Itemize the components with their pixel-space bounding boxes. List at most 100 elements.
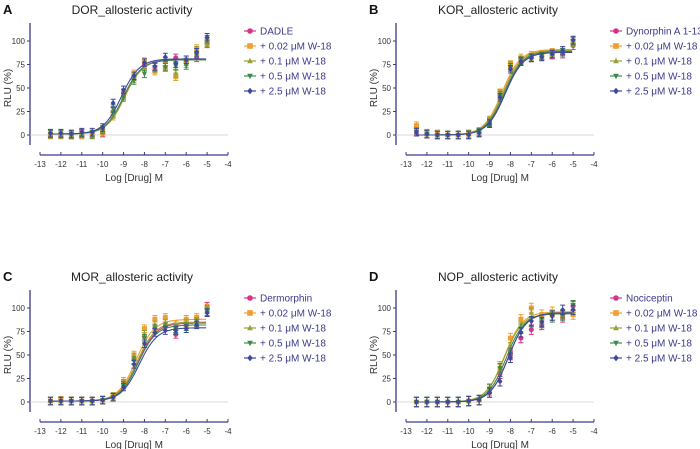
legend-marker-icon — [247, 28, 253, 34]
x-tick-label: -5 — [570, 427, 578, 436]
data-point — [173, 60, 179, 67]
fit-curve — [416, 311, 573, 403]
legend-marker-icon — [613, 310, 619, 316]
legend-label: Dermorphin — [260, 294, 312, 305]
data-point — [518, 58, 524, 65]
legend-marker-icon — [613, 28, 619, 34]
legend-item: + 0.1 μM W-18 — [244, 324, 326, 335]
legend-label: + 0.02 μM W-18 — [626, 42, 698, 53]
series-4 — [413, 35, 576, 140]
x-tick-label: -13 — [400, 160, 412, 169]
y-tick-label: 25 — [382, 375, 391, 384]
x-tick-label: -11 — [442, 427, 454, 436]
x-tick-label: -10 — [463, 427, 475, 436]
legend-marker-icon — [247, 340, 253, 347]
fit-curve — [50, 324, 207, 402]
x-tick-label: -7 — [528, 427, 536, 436]
fit-curve — [416, 51, 573, 136]
x-tick-label: -10 — [97, 160, 109, 169]
data-point — [152, 316, 158, 322]
x-tick-label: -9 — [120, 160, 128, 169]
data-point — [68, 131, 74, 138]
legend-label: DADLE — [260, 27, 294, 38]
data-point — [413, 399, 419, 405]
x-tick-label: -4 — [224, 427, 232, 436]
fit-curve — [416, 50, 573, 136]
x-tick-label: -6 — [183, 427, 191, 436]
panel-c: C MOR_allosteric activity 0 25 50 75 100 RLU (%… — [3, 269, 332, 449]
legend-label: + 0.1 μM W-18 — [626, 324, 692, 335]
x-tick-label: -8 — [507, 160, 515, 169]
x-tick-label: -9 — [486, 427, 494, 436]
fit-curve — [416, 313, 573, 403]
data-point — [518, 316, 524, 322]
legend-item: DADLE — [244, 27, 294, 38]
data-point — [110, 394, 116, 401]
data-point — [204, 309, 210, 316]
legend-marker-icon — [247, 324, 253, 331]
x-axis-label: Log [Drug] M — [471, 173, 529, 184]
x-tick-label: -4 — [590, 160, 598, 169]
fit-curve — [50, 59, 207, 135]
legend-marker-icon — [247, 310, 253, 316]
legend-item: + 2.5 μM W-18 — [244, 354, 326, 365]
data-point — [194, 49, 200, 56]
data-point — [424, 131, 430, 138]
data-point — [110, 106, 116, 112]
data-point — [100, 124, 106, 131]
fit-curve — [50, 59, 207, 135]
data-point — [487, 120, 493, 127]
legend-item: + 2.5 μM W-18 — [610, 87, 692, 98]
x-tick-label: -12 — [421, 160, 433, 169]
data-point — [560, 306, 566, 313]
y-tick-label: 100 — [378, 304, 392, 313]
legend-item: + 0.02 μM W-18 — [244, 309, 332, 320]
data-point — [121, 86, 127, 93]
y-tick-label: 0 — [387, 398, 392, 407]
panel-a: A DOR_allosteric activity 0 25 50 75 100 RLU (%… — [3, 2, 332, 184]
x-tick-label: -7 — [162, 160, 170, 169]
data-point — [68, 398, 74, 405]
y-tick-label: 75 — [16, 328, 25, 337]
x-tick-label: -9 — [120, 427, 128, 436]
data-point — [131, 72, 137, 79]
fit-curve — [50, 58, 207, 135]
legend-label: + 2.5 μM W-18 — [260, 87, 326, 98]
legend-label: + 0.1 μM W-18 — [260, 324, 326, 335]
legend-marker-icon — [613, 354, 619, 362]
data-point — [141, 71, 147, 77]
legend-label: Dynorphin A 1-13 — [626, 27, 700, 38]
legend-marker-icon — [613, 324, 619, 331]
x-axis-label: Log [Drug] M — [471, 440, 529, 449]
x-axis-label: Log [Drug] M — [105, 173, 163, 184]
legend-label: + 0.1 μM W-18 — [260, 57, 326, 68]
y-tick-label: 100 — [378, 37, 392, 46]
legend-item: + 2.5 μM W-18 — [244, 87, 326, 98]
legend-label: + 0.02 μM W-18 — [260, 42, 332, 53]
data-point — [79, 398, 85, 405]
legend-item: Dynorphin A 1-13 — [610, 27, 700, 38]
x-tick-label: -10 — [463, 160, 475, 169]
x-tick-label: -8 — [141, 160, 149, 169]
legend-item: + 2.5 μM W-18 — [610, 354, 692, 365]
legend-item: Nociceptin — [610, 294, 673, 305]
legend-marker-icon — [613, 87, 619, 95]
data-point — [549, 312, 555, 319]
data-point — [476, 397, 482, 404]
y-axis-label: RLU (%) — [3, 69, 14, 107]
data-point — [131, 361, 137, 368]
series-3 — [47, 34, 210, 139]
legend-label: Nociceptin — [626, 294, 673, 305]
data-point — [570, 37, 576, 44]
y-tick-label: 25 — [382, 108, 391, 117]
data-point — [121, 383, 127, 390]
data-point — [476, 130, 482, 137]
y-tick-label: 0 — [387, 131, 392, 140]
series-2 — [413, 302, 576, 408]
data-point — [413, 123, 419, 129]
y-axis-label: RLU (%) — [369, 336, 380, 374]
legend-item: Dermorphin — [244, 294, 312, 305]
data-point — [162, 327, 168, 334]
data-point — [518, 329, 524, 336]
legend-label: + 0.5 μM W-18 — [260, 72, 326, 83]
